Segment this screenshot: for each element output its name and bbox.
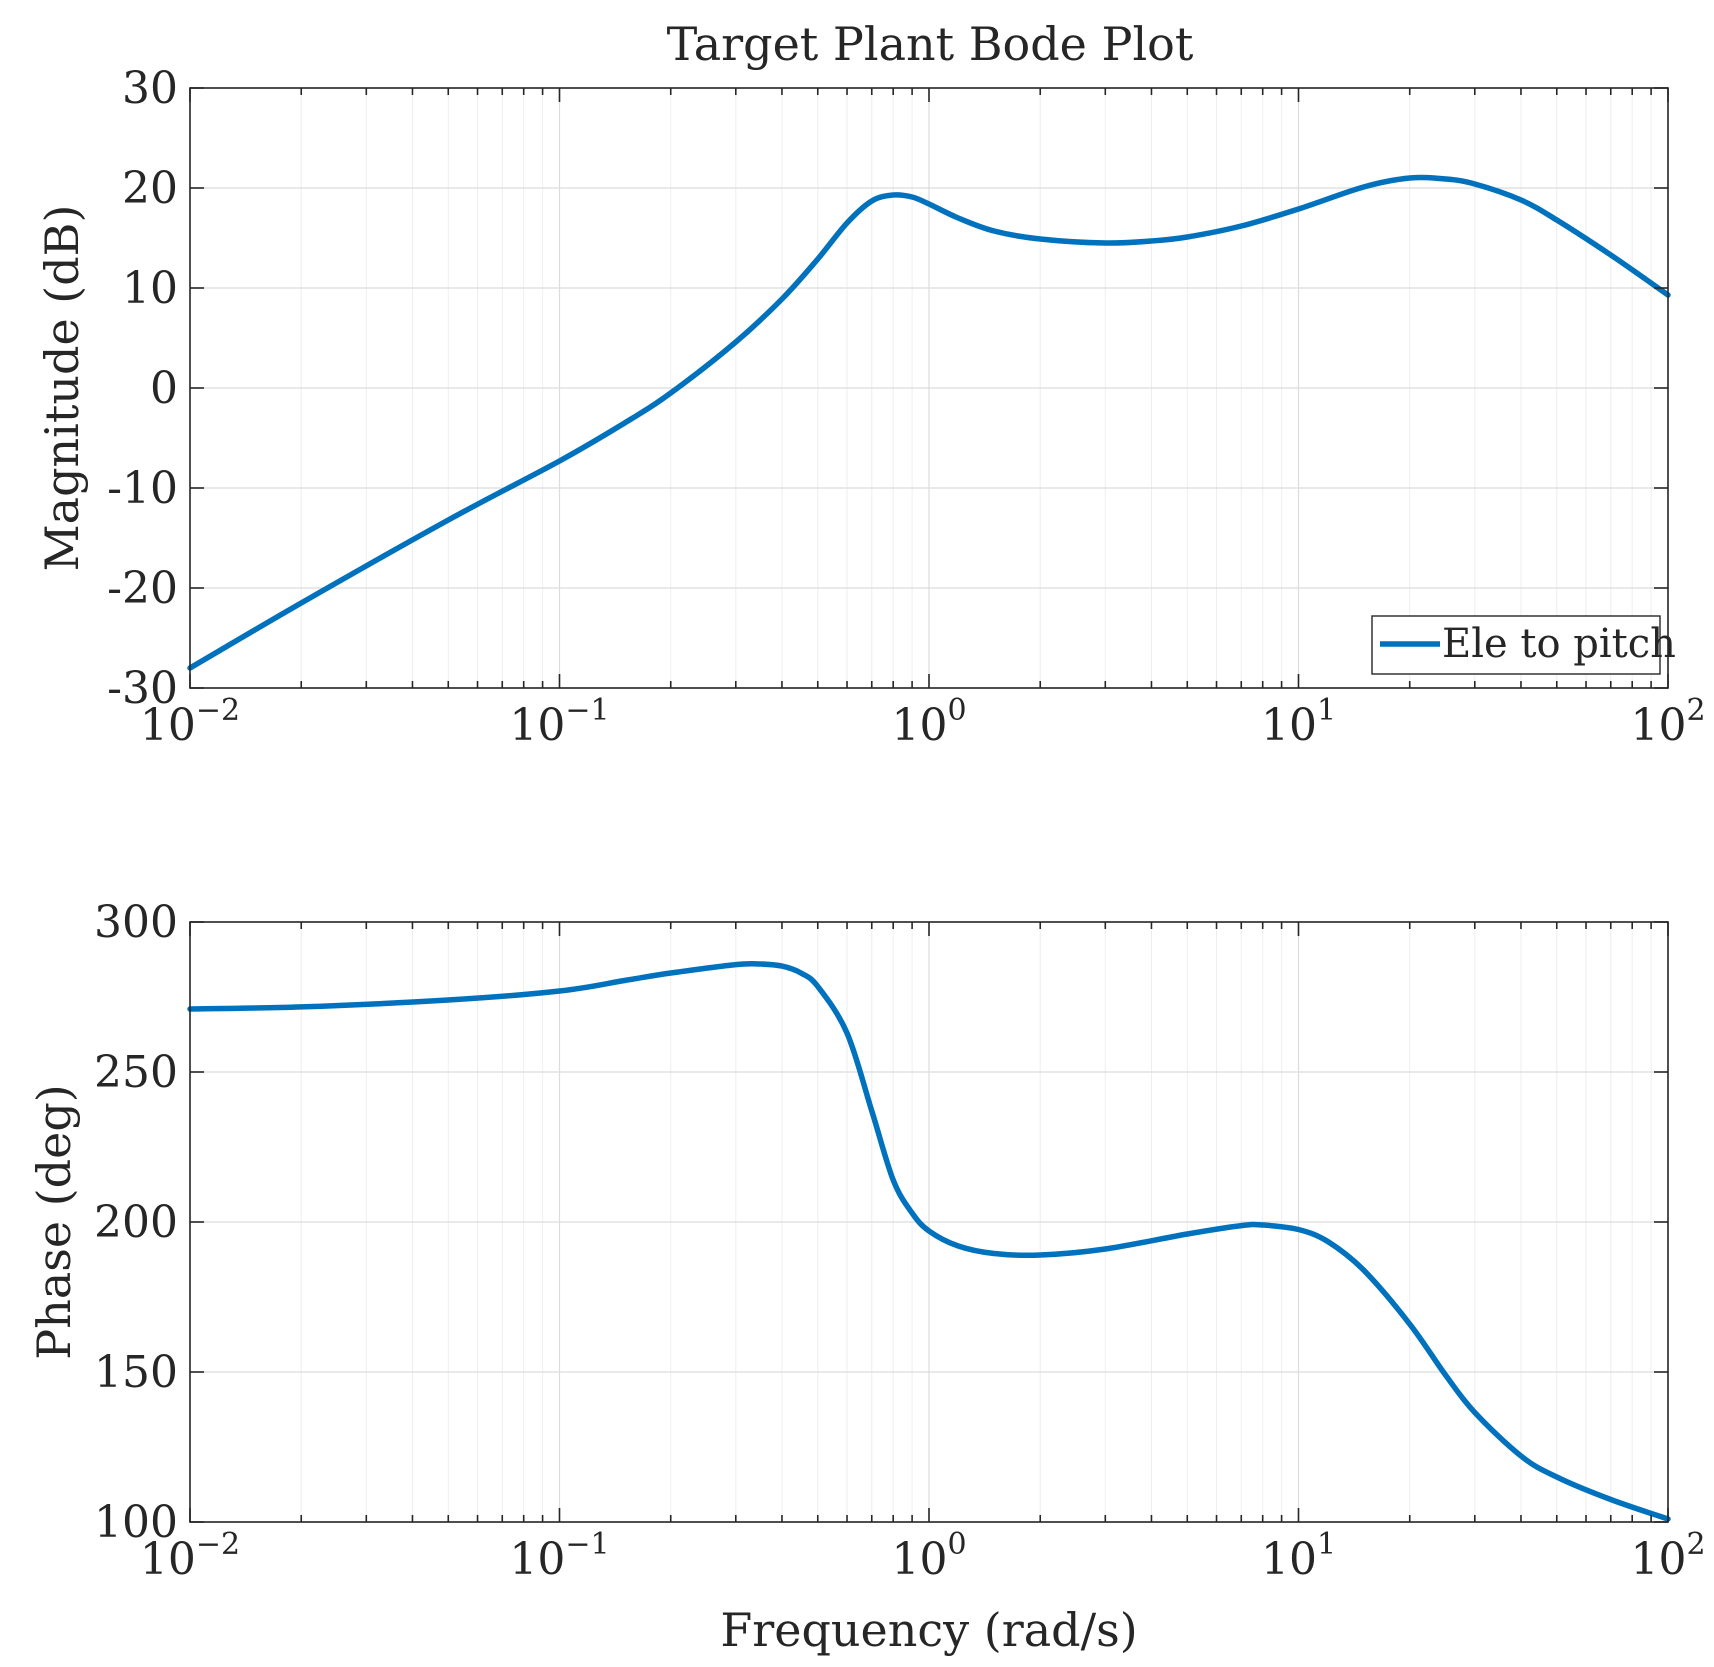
magnitude-y-tick-label: 0 — [150, 363, 178, 414]
chart-title: Target Plant Bode Plot — [667, 17, 1194, 71]
phase-series-line — [187, 960, 1671, 1522]
magnitude-x-tick-label: 100 — [891, 693, 966, 751]
phase-x-tick-label: 100 — [891, 1527, 966, 1585]
magnitude-ticks — [189, 87, 1669, 689]
phase-x-tick-label: 10−1 — [509, 1527, 609, 1585]
phase-y-tick-label: 250 — [94, 1047, 178, 1098]
phase-y-tick-label: 100 — [94, 1497, 178, 1548]
x-axis-label: Frequency (rad/s) — [720, 1603, 1137, 1657]
phase-ticks — [189, 921, 1669, 1523]
magnitude-x-tick-label: 102 — [1630, 693, 1705, 751]
phase-series-layer — [187, 960, 1671, 1522]
phase-y-axis-label: Phase (deg) — [27, 1084, 81, 1359]
magnitude-x-tick-label: 10−1 — [509, 693, 609, 751]
phase-y-tick-label: 300 — [94, 897, 178, 948]
magnitude-y-tick-label: -20 — [107, 563, 178, 614]
phase-axes: 300 250 200 150 100 10−2 10−1 100 101 102 Phase … — [27, 897, 1706, 1585]
magnitude-y-tick-label: 30 — [122, 63, 178, 114]
magnitude-y-tick-labels: 30 20 10 0 -10 -20 -30 — [107, 63, 178, 714]
magnitude-y-axis-label: Magnitude (dB) — [35, 205, 89, 572]
magnitude-x-tick-label: 10−2 — [140, 693, 240, 751]
legend-label: Ele to pitch — [1442, 621, 1676, 667]
magnitude-x-tick-label: 101 — [1261, 693, 1336, 751]
phase-x-tick-label: 10−2 — [140, 1527, 240, 1585]
phase-y-tick-label: 200 — [94, 1197, 178, 1248]
phase-x-tick-label: 102 — [1630, 1527, 1705, 1585]
magnitude-y-tick-label: -10 — [107, 463, 178, 514]
magnitude-y-tick-label: 20 — [122, 163, 178, 214]
phase-y-tick-label: 150 — [94, 1347, 178, 1398]
magnitude-y-tick-label: 10 — [122, 263, 178, 314]
magnitude-x-tick-labels: 10−2 10−1 100 101 102 — [140, 693, 1706, 751]
phase-x-tick-label: 101 — [1261, 1527, 1336, 1585]
magnitude-series-layer — [187, 174, 1671, 671]
phase-y-tick-labels: 300 250 200 150 100 — [94, 897, 178, 1548]
legend: Ele to pitch — [1371, 615, 1676, 675]
magnitude-y-tick-label: -30 — [107, 663, 178, 714]
phase-x-tick-labels: 10−2 10−1 100 101 102 — [140, 1527, 1706, 1585]
magnitude-series-line — [187, 174, 1671, 671]
